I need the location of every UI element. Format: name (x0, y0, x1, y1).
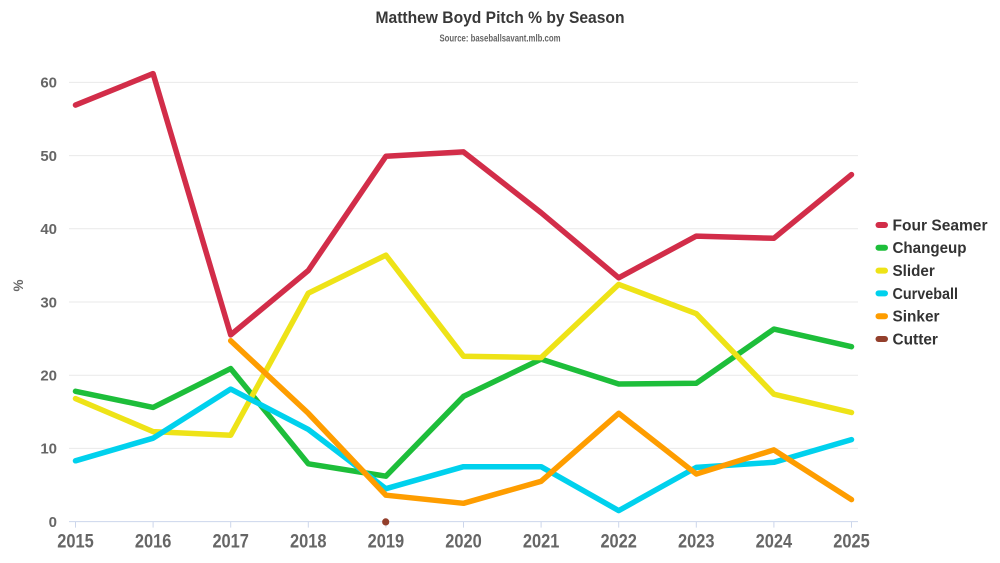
svg-text:2023: 2023 (678, 532, 715, 553)
svg-text:Four Seamer: Four Seamer (893, 217, 988, 234)
svg-text:50: 50 (40, 148, 57, 165)
svg-text:Source: baseballsavant.mlb.com: Source: baseballsavant.mlb.com (440, 33, 561, 44)
svg-text:2017: 2017 (212, 532, 249, 553)
svg-text:2015: 2015 (57, 532, 94, 553)
svg-text:Changeup: Changeup (893, 240, 967, 257)
svg-text:Slider: Slider (893, 263, 935, 280)
svg-text:40: 40 (40, 221, 57, 238)
svg-text:2024: 2024 (756, 532, 793, 553)
svg-text:Cutter: Cutter (893, 331, 938, 348)
svg-text:2019: 2019 (368, 532, 405, 553)
svg-text:2025: 2025 (833, 532, 870, 553)
svg-text:30: 30 (40, 294, 57, 311)
svg-text:60: 60 (40, 75, 57, 92)
svg-text:20: 20 (40, 368, 57, 385)
svg-text:2018: 2018 (290, 532, 327, 553)
svg-text:2022: 2022 (600, 532, 637, 553)
svg-text:10: 10 (40, 441, 57, 458)
svg-text:0: 0 (49, 514, 57, 531)
svg-text:2016: 2016 (135, 532, 172, 553)
svg-text:Matthew Boyd Pitch % by Season: Matthew Boyd Pitch % by Season (376, 8, 625, 27)
svg-text:2021: 2021 (523, 532, 560, 553)
svg-text:%: % (11, 279, 26, 291)
svg-text:Sinker: Sinker (893, 309, 940, 326)
svg-text:2020: 2020 (445, 532, 482, 553)
svg-text:Curveball: Curveball (893, 286, 959, 303)
